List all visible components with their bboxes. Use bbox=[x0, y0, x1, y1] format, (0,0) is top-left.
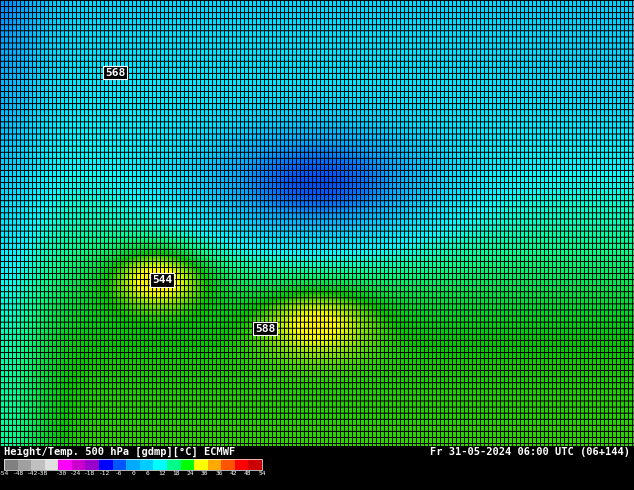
Text: 48: 48 bbox=[244, 471, 252, 476]
Text: -18: -18 bbox=[84, 471, 96, 476]
Bar bbox=[249, 459, 262, 470]
Text: -24: -24 bbox=[70, 471, 81, 476]
Text: 24: 24 bbox=[186, 471, 194, 476]
Bar bbox=[208, 459, 221, 470]
Bar bbox=[31, 459, 45, 470]
Bar bbox=[221, 459, 235, 470]
Text: -30: -30 bbox=[56, 471, 67, 476]
Text: Height/Temp. 500 hPa [gdmp][°C] ECMWF: Height/Temp. 500 hPa [gdmp][°C] ECMWF bbox=[4, 447, 235, 457]
Text: 0: 0 bbox=[131, 471, 135, 476]
Text: -48: -48 bbox=[13, 471, 24, 476]
Text: -42: -42 bbox=[27, 471, 38, 476]
Text: 42: 42 bbox=[230, 471, 237, 476]
Bar bbox=[18, 459, 31, 470]
Text: 30: 30 bbox=[201, 471, 209, 476]
Bar bbox=[181, 459, 194, 470]
Bar bbox=[126, 459, 139, 470]
Text: 544: 544 bbox=[152, 275, 172, 285]
Bar bbox=[235, 459, 249, 470]
Text: -6: -6 bbox=[115, 471, 122, 476]
Bar bbox=[4, 459, 262, 470]
Text: 12: 12 bbox=[158, 471, 165, 476]
Text: 18: 18 bbox=[172, 471, 180, 476]
Bar bbox=[139, 459, 153, 470]
Text: Fr 31-05-2024 06:00 UTC (06+144): Fr 31-05-2024 06:00 UTC (06+144) bbox=[430, 447, 630, 457]
Bar bbox=[45, 459, 58, 470]
Bar bbox=[4, 459, 18, 470]
Text: 36: 36 bbox=[216, 471, 223, 476]
Bar bbox=[194, 459, 208, 470]
Bar bbox=[72, 459, 86, 470]
Bar bbox=[167, 459, 181, 470]
Bar bbox=[58, 459, 72, 470]
Bar bbox=[153, 459, 167, 470]
Text: 6: 6 bbox=[145, 471, 149, 476]
Text: 588: 588 bbox=[255, 323, 275, 334]
Text: 54: 54 bbox=[258, 471, 266, 476]
Bar bbox=[99, 459, 113, 470]
Text: -38: -38 bbox=[37, 471, 48, 476]
Bar bbox=[113, 459, 126, 470]
Text: 568: 568 bbox=[105, 68, 126, 78]
Text: -54: -54 bbox=[0, 471, 10, 476]
Bar bbox=[86, 459, 99, 470]
Text: -12: -12 bbox=[99, 471, 110, 476]
